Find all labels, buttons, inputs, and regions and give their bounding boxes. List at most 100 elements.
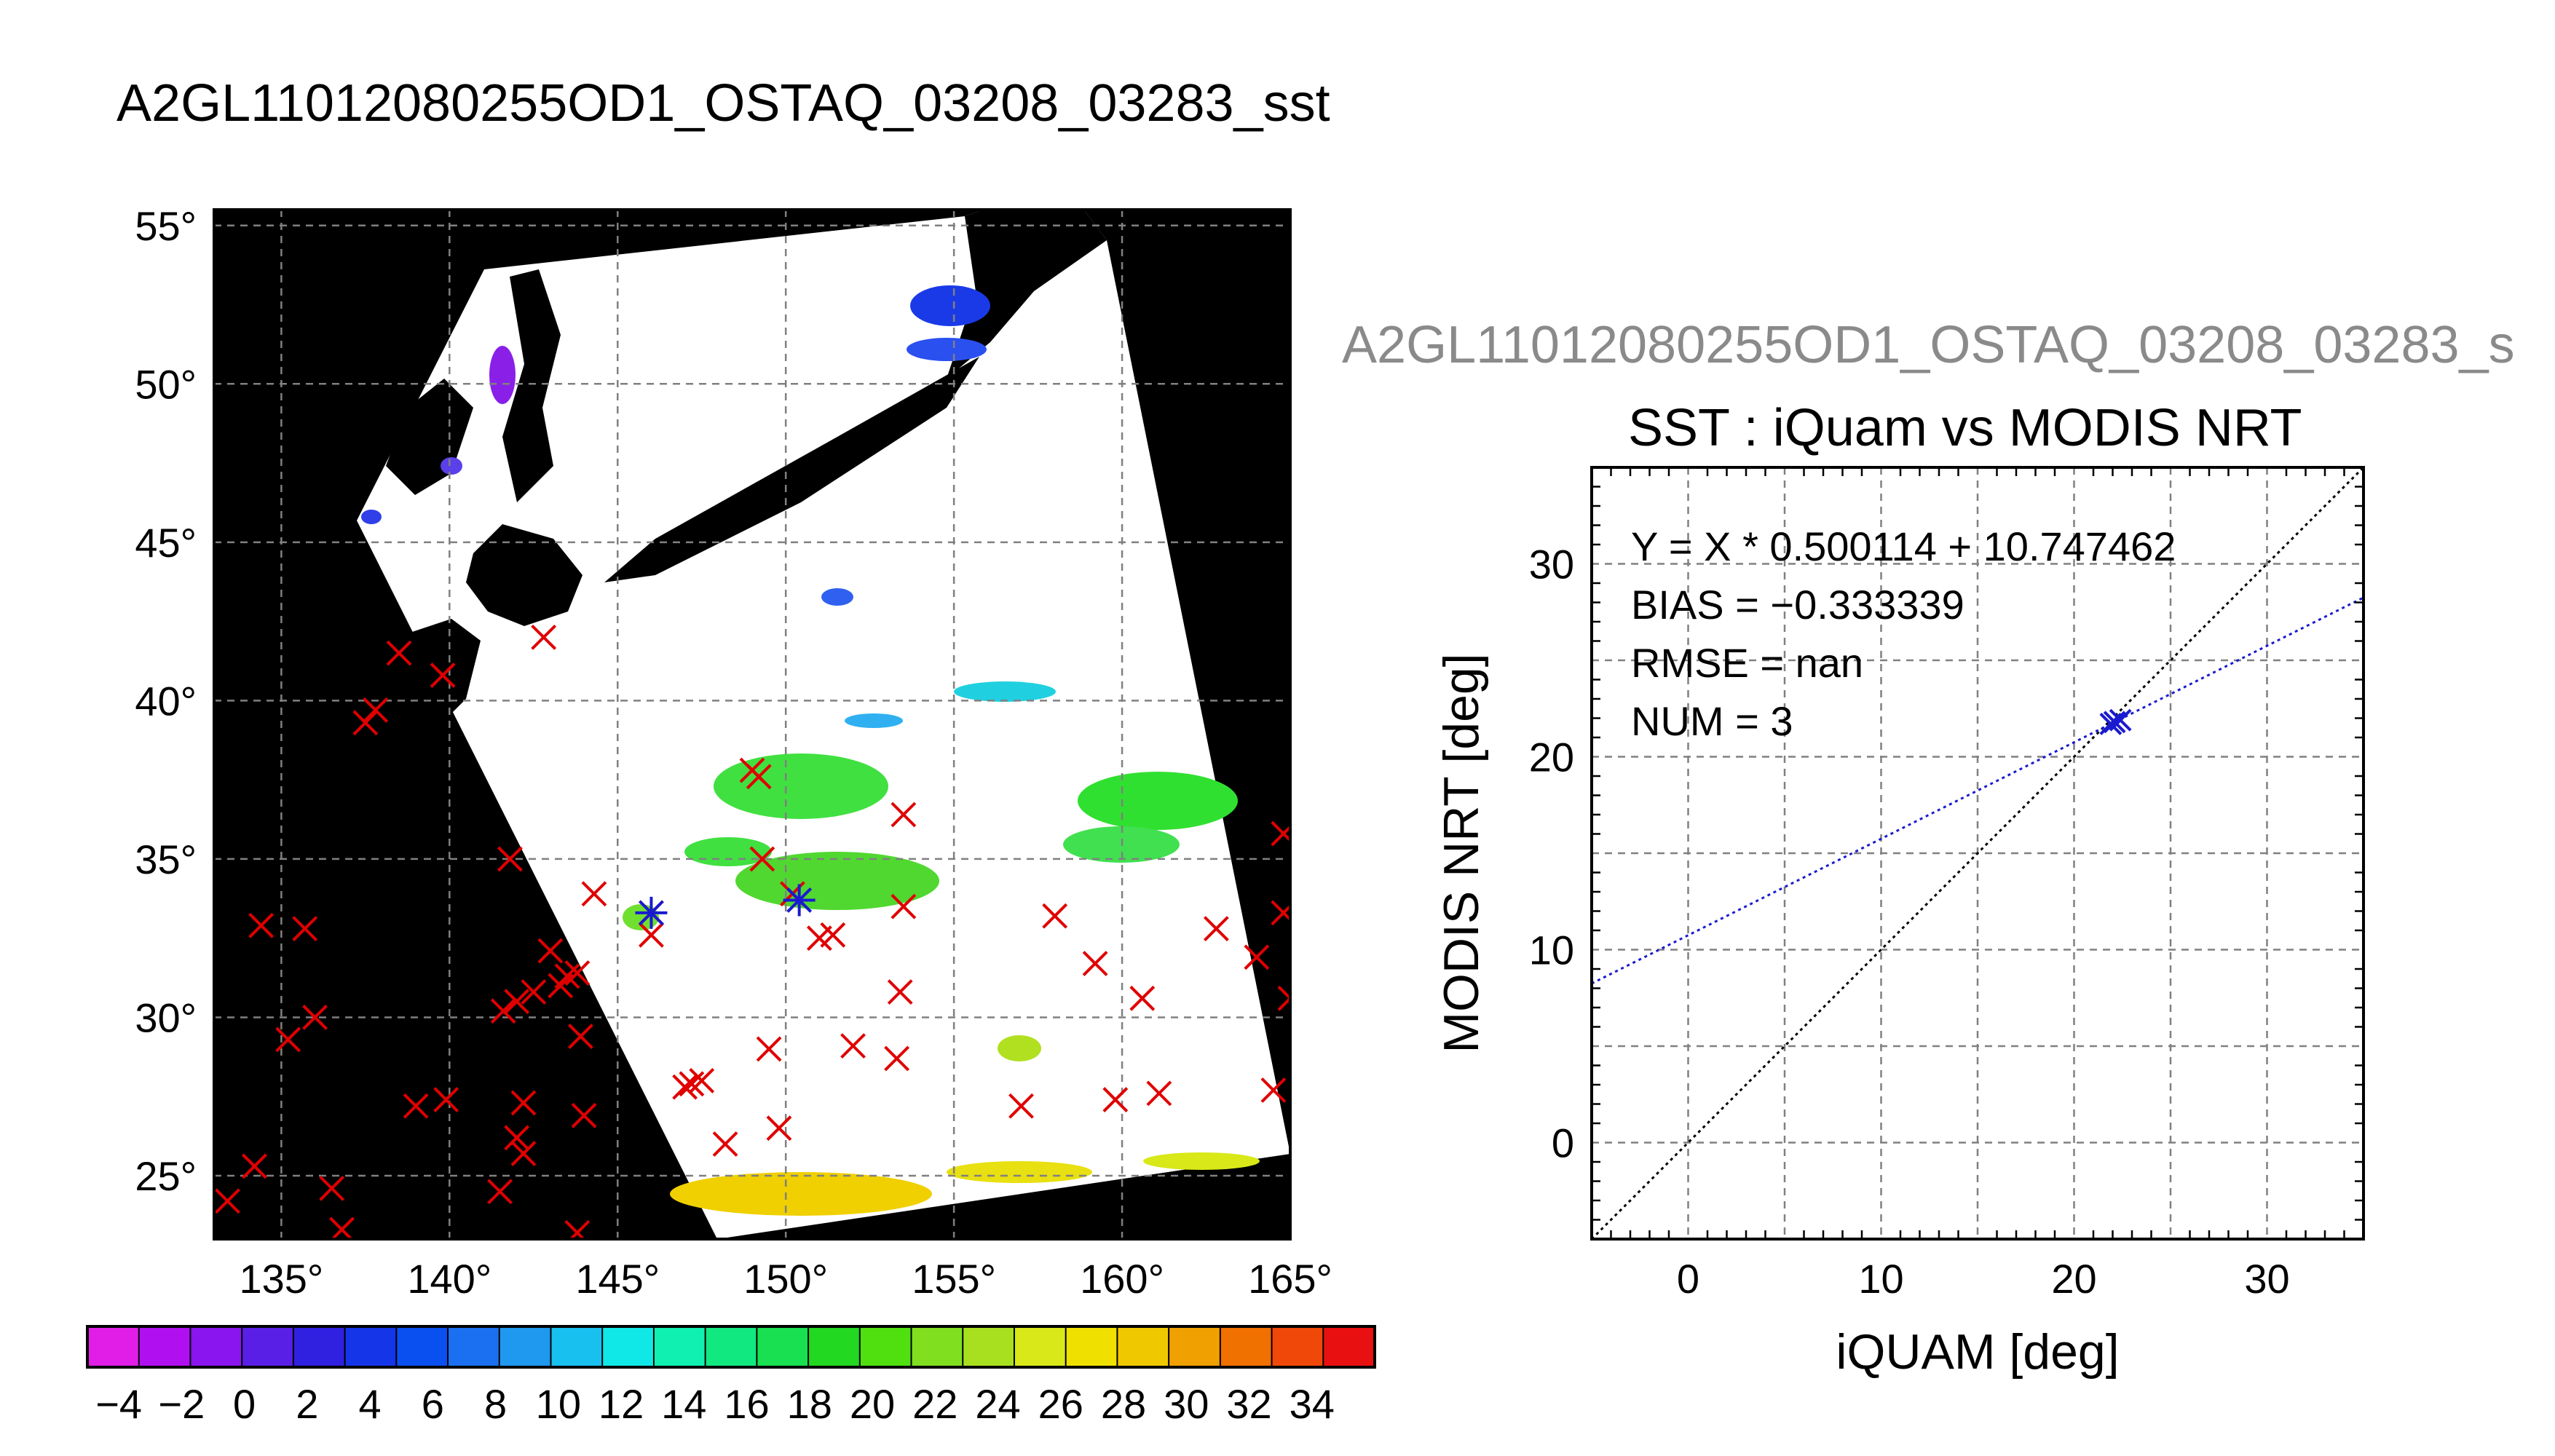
lon-label-6: 165° [1248,1256,1332,1302]
colorbar-swatch-0 [87,1326,140,1367]
map-buoy-marker-15 [891,893,917,919]
colorbar-swatch-5 [344,1326,397,1367]
colorbar-swatch-16 [911,1326,963,1367]
colorbar-swatch-13 [757,1326,809,1367]
colorbar-swatch-21 [1169,1326,1221,1367]
map-buoy-marker-7 [891,802,917,828]
scatter-lines [1592,467,2364,1239]
colorbar-label-16: 28 [1101,1381,1146,1427]
map-buoy-marker-11 [581,881,607,907]
scatter-x-tick-labels: 0 10 20 30 [1677,1256,2290,1302]
map-buoy-marker-35 [302,1005,328,1030]
map-buoy-marker-49 [1260,1077,1287,1103]
map-title: A2GL11012080255OD1_OSTAQ_03208_03283_sst [117,74,1330,132]
lat-label-0: 55° [135,203,197,249]
map-matchup-marker-1 [783,884,816,917]
lat-label-2: 45° [135,520,197,566]
map-buoy-marker-52 [766,1115,792,1142]
map-buoy-marker-25 [1082,951,1108,976]
lon-label-2: 145° [575,1256,660,1302]
scatter-title: SST : iQuam vs MODIS NRT [1628,399,2302,457]
map-buoy-marker-23 [820,922,846,948]
scatter-y-label: MODIS NRT [deg] [1434,653,1489,1053]
colorbar-label-13: 22 [912,1381,957,1427]
colorbar-label-7: 10 [536,1381,581,1427]
one-to-one-line [1592,467,2364,1239]
colorbar-label-2: 0 [233,1381,256,1427]
map-buoy-marker-21 [537,938,564,964]
scatter-minor-ticks [1592,467,2364,1239]
map-buoy-marker-32 [887,979,913,1005]
scatter-markers [2099,708,2132,735]
lon-label-0: 135° [239,1256,323,1302]
scatter-y-tick-3: 30 [1529,542,1574,587]
map-buoy-marker-2 [430,662,456,688]
colorbar-label-15: 26 [1038,1381,1083,1427]
map-buoy-marker-39 [840,1033,866,1059]
colorbar-swatch-1 [138,1326,191,1367]
map-buoy-marker-36 [275,1026,301,1053]
colorbar-label-5: 6 [422,1381,444,1427]
colorbar-label-4: 4 [359,1381,382,1427]
land-sakhalin [502,269,561,502]
colorbar-label-14: 24 [975,1381,1020,1427]
map-grid [214,210,1290,1239]
map-buoy-marker-60 [329,1216,355,1239]
colorbar-swatch-2 [190,1326,242,1367]
sst-map [213,208,1292,1241]
colorbar [86,1325,1376,1369]
scatter-x-label: iQUAM [deg] [1836,1324,2119,1380]
colorbar-swatch-3 [242,1326,294,1367]
map-buoy-marker-13 [639,922,664,948]
colorbar-labels: −4 −2 0 2 4 6 8 10 12 14 16 18 20 22 24 26 28 30 32 34 [95,1381,1335,1427]
scatter-y-tick-0: 0 [1552,1120,1574,1166]
lat-label-4: 35° [135,836,197,882]
colorbar-swatch-8 [499,1326,551,1367]
map-lon-labels: 135° 140° 145° 150° 155° 160° 165° [239,1256,1332,1302]
map-buoy-marker-56 [242,1153,267,1179]
colorbar-label-18: 32 [1226,1381,1271,1427]
map-buoy-marker-44 [510,1090,537,1116]
colorbar-label-8: 12 [599,1381,644,1427]
map-buoy-marker-48 [1146,1080,1172,1107]
map-buoy-marker-58 [487,1179,513,1205]
map-buoy-marker-37 [568,1024,593,1049]
map-buoy-marker-33 [1129,985,1156,1011]
map-buoy-marker-8 [749,846,775,872]
lon-label-3: 150° [743,1256,828,1302]
colorbar-label-9: 14 [661,1381,706,1427]
colorbar-swatch-11 [653,1326,706,1367]
colorbar-label-1: −2 [158,1381,205,1427]
map-buoy-marker-45 [403,1093,429,1119]
map-buoy-marker-41 [679,1071,705,1097]
map-buoy-marker-51 [571,1102,597,1128]
map-buoy-marker-30 [504,989,530,1015]
scatter-y-tick-1: 10 [1529,927,1574,973]
scatter-x-tick-0: 0 [1677,1256,1699,1302]
bias-text: BIAS = −0.333339 [1631,582,1964,628]
fit-equation: Y = X * 0.500114 + 10.747462 [1631,523,2176,569]
colorbar-frame [86,1325,1376,1369]
map-buoy-marker-3 [363,697,389,723]
colorbar-swatch-24 [1323,1326,1375,1367]
map-buoy-marker-28 [548,973,574,999]
map-buoy-marker-19 [1203,916,1229,942]
colorbar-label-17: 30 [1164,1381,1209,1427]
map-lat-labels: 55° 50° 45° 40° 35° 30° 25° [135,203,197,1199]
map-buoy-marker-40 [884,1045,910,1072]
colorbar-swatch-17 [963,1326,1015,1367]
map-frame [213,208,1292,1241]
colorbar-swatch-12 [705,1326,757,1367]
satellite-swath [357,210,1290,1239]
map-buoy-marker-34 [1277,985,1290,1011]
colorbar-label-6: 8 [484,1381,507,1427]
map-buoy-marker-24 [1244,944,1270,970]
scatter-plot [1590,466,2365,1241]
colorbar-label-10: 16 [724,1381,769,1427]
map-buoy-marker-57 [319,1175,345,1201]
map-buoy-marker-4 [352,710,379,736]
map-buoy-marker-1 [386,640,412,666]
map-buoy-marker-18 [292,916,318,942]
map-buoy-marker-9 [497,846,523,872]
colorbar-swatch-10 [602,1326,655,1367]
